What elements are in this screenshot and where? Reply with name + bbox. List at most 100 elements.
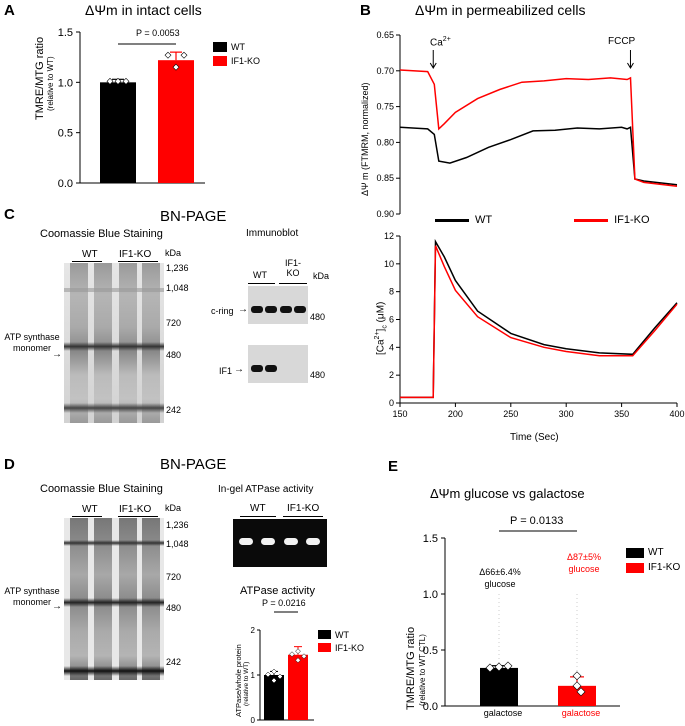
- panel-d-pvalue: P = 0.0216: [262, 598, 306, 608]
- panel-d-kda: kDa: [165, 503, 182, 513]
- bottom-y-tick-label: 2: [389, 370, 394, 380]
- data-point: [265, 671, 271, 678]
- panel-e-legend: WT IF1-KO: [626, 545, 680, 575]
- trace-bottom-wt: [400, 238, 678, 399]
- panel-d-legend: WT IF1-KO: [318, 628, 364, 654]
- marker-d-1236: 1,236: [166, 520, 189, 530]
- panel-d-ylabel-sub: (relative to WT): [243, 661, 250, 706]
- legend-swatch-wt: [213, 42, 227, 52]
- y-tick-label: 1.5: [423, 533, 438, 545]
- ib-lane-bar-ko: [279, 283, 307, 284]
- x-tick-label: 250: [503, 409, 518, 419]
- bar-wt: [264, 675, 284, 720]
- y-tick-label: 0: [251, 716, 256, 725]
- panel-e-title: ΔΨm glucose vs galactose: [430, 486, 585, 501]
- legend-swatch-wt: [318, 630, 331, 639]
- top-y-tick-label: 0.70: [376, 66, 394, 76]
- ingel-bar-ko: [283, 516, 323, 517]
- panel-d-title: BN-PAGE: [160, 456, 227, 473]
- top-y-tick-label: 0.75: [376, 102, 394, 112]
- bottom-y-tick-label: 0: [389, 398, 394, 408]
- data-point: [277, 673, 283, 680]
- data-point: [172, 63, 180, 71]
- marker-d-242: 242: [166, 657, 182, 667]
- lane-bar-d-wt: [72, 516, 102, 517]
- panel-e-annot-ko2: glucose: [568, 564, 600, 574]
- panel-b-legend: WT IF1-KO: [435, 214, 650, 226]
- panel-b-top-ylabel: ΔΨ m (FTMRM, normalized): [360, 82, 370, 196]
- panel-c-immunoblot: Immunoblot: [246, 228, 299, 239]
- x-tick-label: 200: [448, 409, 463, 419]
- arrow-if1: →: [234, 364, 244, 375]
- panel-d-chart: 0 1 2: [251, 611, 314, 725]
- arrow-ca: [429, 50, 437, 69]
- data-point: [122, 77, 130, 85]
- panel-letter-e: E: [388, 458, 399, 475]
- legend-label-ko: IF1-KO: [648, 562, 681, 573]
- ib-lane-bar-wt: [248, 283, 275, 284]
- ingel-lane-ko: IF1-KO: [287, 503, 320, 514]
- ingel-lane-wt: WT: [250, 503, 266, 514]
- panel-e-xcat-ko: galactose: [561, 708, 601, 718]
- legend-swatch-ko: [213, 56, 227, 66]
- bar-if1-ko: [288, 654, 308, 720]
- y-tick-label: 1.5: [58, 27, 73, 39]
- panel-e-annot-wt2: glucose: [484, 579, 516, 589]
- panel-e-ylabel: TMRE/MTG ratio: [405, 626, 417, 710]
- x-tick-label: 300: [559, 409, 574, 419]
- panel-c-title: BN-PAGE: [160, 208, 227, 225]
- cring-label: c-ring: [211, 306, 234, 316]
- x-tick-label: 150: [392, 409, 407, 419]
- panel-d-ylabel: ATPase/whole protein: [234, 644, 243, 717]
- panel-a-title: ΔΨm in intact cells: [85, 2, 202, 18]
- legend-line-ko: [574, 218, 609, 222]
- panel-b-chart: 0.65 0.70 0.75 0.80 0.85 0.90 0 2 4 6 8 10 12 150 200…: [376, 30, 684, 419]
- gel-d-coomassie: [64, 518, 164, 680]
- y-tick-label: 1.0: [423, 589, 438, 601]
- trace-bottom-if1-ko: [400, 245, 678, 399]
- data-point: [295, 657, 301, 664]
- legend-swatch-wt: [626, 547, 644, 558]
- panel-c-atp-label: ATP synthase monomer: [4, 332, 60, 353]
- top-y-tick-label: 0.80: [376, 137, 394, 147]
- immunoblot-cring: [248, 286, 308, 324]
- top-y-tick-label: 0.65: [376, 30, 394, 40]
- y-tick-label: 1.0: [58, 77, 73, 89]
- bar-if1-ko: [558, 685, 596, 706]
- data-point: [106, 77, 114, 85]
- lane-bar-d-ko: [118, 516, 158, 517]
- panel-a-ylabel: TMRE/MTG ratio: [34, 36, 46, 120]
- panel-letter-b: B: [360, 2, 371, 19]
- marker-c-720: 720: [166, 318, 182, 328]
- trace-top-wt: [399, 126, 678, 186]
- data-point: [180, 51, 188, 59]
- top-y-tick-label: 0.90: [376, 209, 394, 219]
- arrow-fccp: [627, 50, 634, 69]
- x-tick-label: 400: [669, 409, 684, 419]
- marker-d-720: 720: [166, 572, 182, 582]
- ib-lane-wt: WT: [253, 270, 267, 280]
- marker-c-1236: 1,236: [166, 263, 189, 273]
- panel-e-annot-ko: Δ87±5%: [567, 552, 601, 562]
- ingel-bar-wt: [240, 516, 276, 517]
- arrow-c-atp: →: [52, 349, 62, 360]
- y-tick-label: 1: [251, 671, 256, 680]
- panel-a-ylabel-sub: (relative to WT): [46, 56, 55, 111]
- top-y-tick-label: 0.85: [376, 173, 394, 183]
- panel-a-chart: 0.0 0.5 1.0 1.5: [58, 27, 205, 190]
- panel-letter-c: C: [4, 206, 15, 223]
- panel-d-subtitle: Coomassie Blue Staining: [40, 483, 163, 495]
- y-tick-label: 0.0: [58, 178, 73, 190]
- panel-letter-a: A: [4, 2, 15, 19]
- panel-d-ingel: In-gel ATPase activity: [218, 484, 314, 495]
- panel-e-ylabel-sub: (relative to WT CTL): [418, 634, 427, 706]
- panel-b-xlabel: Time (Sec): [510, 432, 559, 443]
- panel-a-legend: WT IF1-KO: [213, 40, 260, 68]
- panel-d-lane-ko: IF1-KO: [119, 504, 152, 515]
- panel-d-lane-wt: WT: [82, 504, 98, 515]
- x-tick-label: 350: [614, 409, 629, 419]
- legend-label-wt: WT: [231, 42, 245, 52]
- y-tick-label: 0.5: [58, 128, 73, 140]
- data-point: [289, 651, 295, 658]
- data-point: [301, 653, 307, 660]
